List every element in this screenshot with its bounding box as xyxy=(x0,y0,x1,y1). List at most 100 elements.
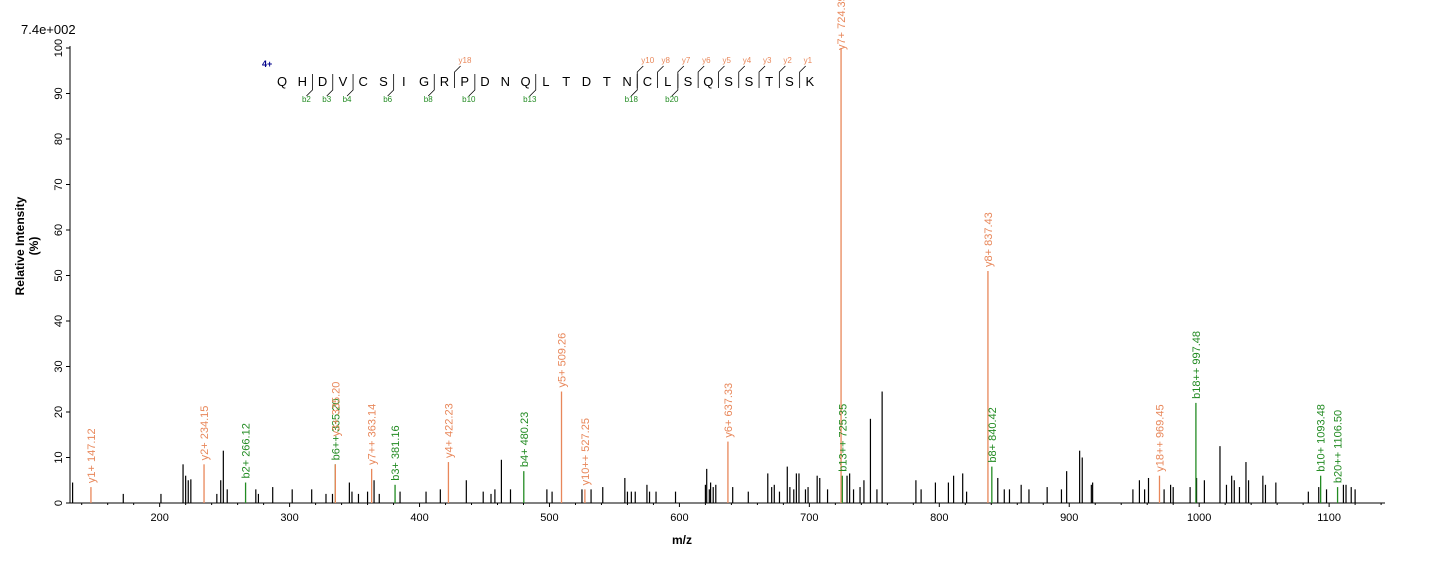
axes: 0 10 20 30 40 50 60 70 80 90 100 200 300 400 500 600 700… xyxy=(53,39,1385,524)
y-fragment-label: y8 xyxy=(662,56,671,65)
peak-label: b20++ 1106.50 xyxy=(1333,410,1345,483)
y-fragment-label: y3 xyxy=(763,56,772,65)
y-tick-label: 90 xyxy=(53,87,65,99)
b-fragment-mark xyxy=(306,74,313,97)
y-fragment-label: y18 xyxy=(459,56,472,65)
y-tick-label: 40 xyxy=(53,315,65,327)
b-fragment-label: b3 xyxy=(322,95,331,104)
y-tick-label: 100 xyxy=(53,39,65,57)
residue: G xyxy=(419,74,429,89)
b-fragment-label: b18 xyxy=(625,95,639,104)
x-tick-label: 800 xyxy=(930,512,948,524)
peaks: y1+ 147.12 y2+ 234.15 b2+ 266.12 b6++ 335.2… xyxy=(71,0,1356,503)
residue: D xyxy=(318,74,327,89)
x-tick-label: 600 xyxy=(670,512,688,524)
residue: S xyxy=(684,74,693,89)
peak-label: y8+ 837.43 xyxy=(983,212,995,267)
peak-label: y10++ 527.25 xyxy=(580,418,592,485)
residue: N xyxy=(622,74,631,89)
y-fragment-mark xyxy=(454,65,461,88)
y-fragment-label: y2 xyxy=(783,56,792,65)
y-tick-label: 10 xyxy=(53,451,65,463)
residue: S xyxy=(724,74,733,89)
residue: C xyxy=(643,74,652,89)
peak-label: b13++ 725.35 xyxy=(837,404,849,472)
y-fragment-mark xyxy=(799,65,806,88)
residue: Q xyxy=(521,74,531,89)
peak-label: y18++ 969.45 xyxy=(1154,404,1166,471)
b-fragment-label: b2 xyxy=(302,95,311,104)
y-tick-label: 60 xyxy=(53,224,65,236)
b-fragment-label: b10 xyxy=(462,95,476,104)
peak-label: y3+ 335.20 xyxy=(330,382,342,437)
peak-label: y6+ 637.33 xyxy=(723,383,735,438)
y-fragment-mark xyxy=(657,65,664,88)
b-fragment-mark xyxy=(671,74,679,97)
peak-label: b10+ 1093.48 xyxy=(1316,404,1328,472)
y-fragment-mark xyxy=(738,65,746,88)
residue: Q xyxy=(703,74,713,89)
y-fragment-label: y1 xyxy=(804,56,813,65)
y-fragment-mark xyxy=(697,65,705,88)
y-fragment-label: y10 xyxy=(641,56,654,65)
residue: T xyxy=(603,74,611,89)
residue: D xyxy=(480,74,489,89)
b-fragment-mark xyxy=(630,74,638,97)
peak-label: b4+ 480.23 xyxy=(519,412,531,467)
peak-label: b6++ 335.20 xyxy=(330,399,342,461)
peak-label: y4+ 422.23 xyxy=(443,403,455,458)
residue: N xyxy=(501,74,510,89)
residue: S xyxy=(745,74,754,89)
b-fragment-mark xyxy=(468,74,476,97)
residue: H xyxy=(298,74,307,89)
peak-label: y7+ 724.39 xyxy=(836,0,848,50)
y-fragment-label: y7 xyxy=(682,56,691,65)
b-fragment-mark xyxy=(326,74,334,97)
y-fragment-mark xyxy=(758,65,766,88)
peak-label: b3+ 381.16 xyxy=(390,425,402,480)
residue: T xyxy=(562,74,570,89)
intensity-scale-label: 7.4e+002 xyxy=(21,22,76,37)
peak-label: y7++ 363.14 xyxy=(367,404,379,465)
residue: T xyxy=(765,74,773,89)
residue: Q xyxy=(277,74,287,89)
y-fragment-label: y6 xyxy=(702,56,711,65)
residue: I xyxy=(402,74,406,89)
y-tick-label: 0 xyxy=(53,500,65,506)
residue: D xyxy=(582,74,591,89)
b-fragment-label: b20 xyxy=(665,95,679,104)
residue: P xyxy=(460,74,469,89)
peak-label: b8+ 840.42 xyxy=(987,407,999,462)
residue: S xyxy=(379,74,388,89)
y-tick-label: 80 xyxy=(53,133,65,145)
residue: L xyxy=(664,74,671,89)
residue: K xyxy=(805,74,814,89)
x-tick-label: 400 xyxy=(410,512,428,524)
x-tick-label: 700 xyxy=(800,512,818,524)
y-fragment-mark xyxy=(718,65,725,88)
x-tick-label: 300 xyxy=(280,512,298,524)
b-fragment-mark xyxy=(529,74,537,97)
y-fragment-label: y4 xyxy=(743,56,752,65)
b-fragment-label: b13 xyxy=(523,95,537,104)
peak-label: b18++ 997.48 xyxy=(1191,331,1203,399)
x-tick-label: 900 xyxy=(1060,512,1078,524)
b-fragment-label: b4 xyxy=(343,95,352,104)
x-axis-label: m/z xyxy=(672,533,693,547)
charge-state: 4+ xyxy=(262,59,272,69)
residue: C xyxy=(359,74,368,89)
x-tick-label: 1100 xyxy=(1317,512,1341,524)
peak-label: b2+ 266.12 xyxy=(241,423,253,478)
b-fragment-mark xyxy=(427,74,435,97)
y-tick-label: 30 xyxy=(53,360,65,372)
y-fragment-mark xyxy=(778,65,786,88)
y-tick-label: 50 xyxy=(53,269,65,281)
b-fragment-mark xyxy=(387,74,395,97)
x-tick-label: 200 xyxy=(150,512,168,524)
peak-label: y2+ 234.15 xyxy=(199,406,211,461)
y-tick-label: 70 xyxy=(53,178,65,190)
y-tick-label: 20 xyxy=(53,406,65,418)
x-tick-label: 1000 xyxy=(1187,512,1211,524)
